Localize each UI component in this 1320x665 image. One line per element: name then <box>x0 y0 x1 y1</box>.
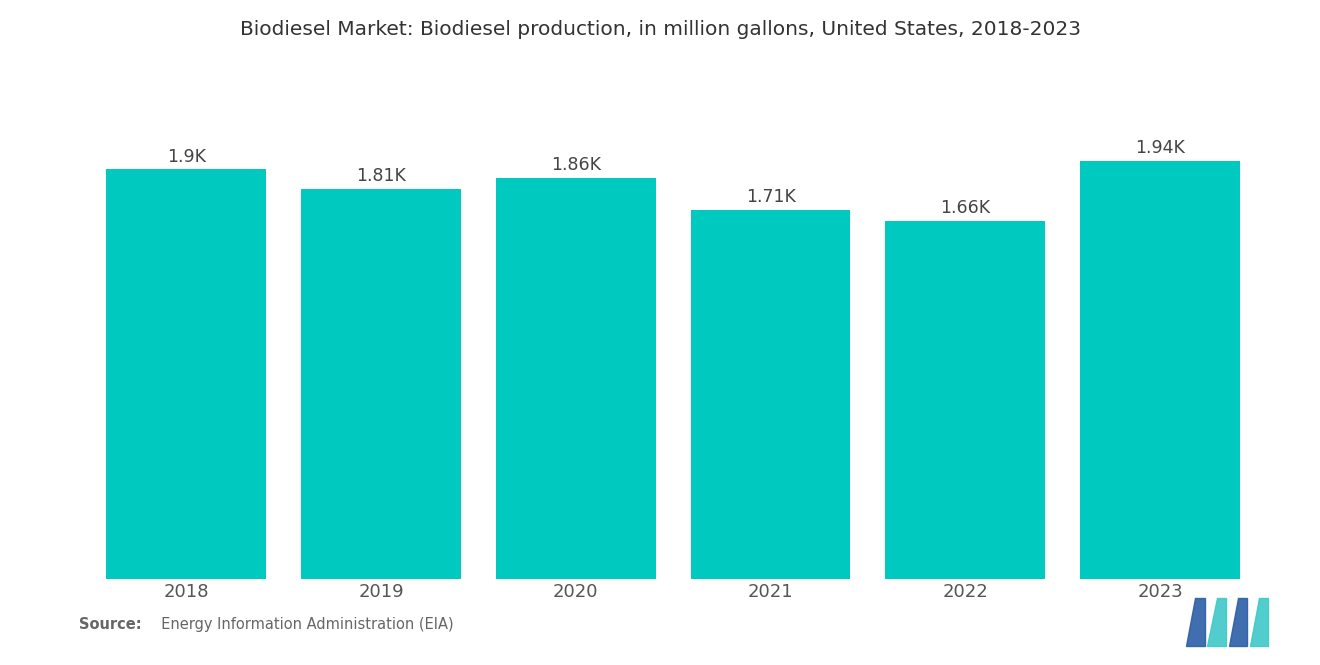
Bar <box>886 221 1045 579</box>
Text: Energy Information Administration (EIA): Energy Information Administration (EIA) <box>152 616 454 632</box>
Bar <box>690 210 850 579</box>
Bar <box>1080 161 1239 579</box>
Text: 1.94K: 1.94K <box>1135 139 1185 157</box>
Bar <box>496 178 656 579</box>
Text: 1.9K: 1.9K <box>166 148 206 166</box>
Text: 1.86K: 1.86K <box>550 156 601 174</box>
Polygon shape <box>1229 598 1247 646</box>
Bar <box>107 170 267 579</box>
Text: 1.71K: 1.71K <box>746 188 796 206</box>
Text: 1.66K: 1.66K <box>940 200 990 217</box>
Polygon shape <box>1250 598 1269 646</box>
Text: 1.81K: 1.81K <box>356 167 407 185</box>
Text: Biodiesel Market: Biodiesel production, in million gallons, United States, 2018-: Biodiesel Market: Biodiesel production, … <box>239 20 1081 39</box>
Polygon shape <box>1185 598 1204 646</box>
Bar <box>301 189 461 579</box>
Polygon shape <box>1208 598 1226 646</box>
Text: Source:: Source: <box>79 616 141 632</box>
